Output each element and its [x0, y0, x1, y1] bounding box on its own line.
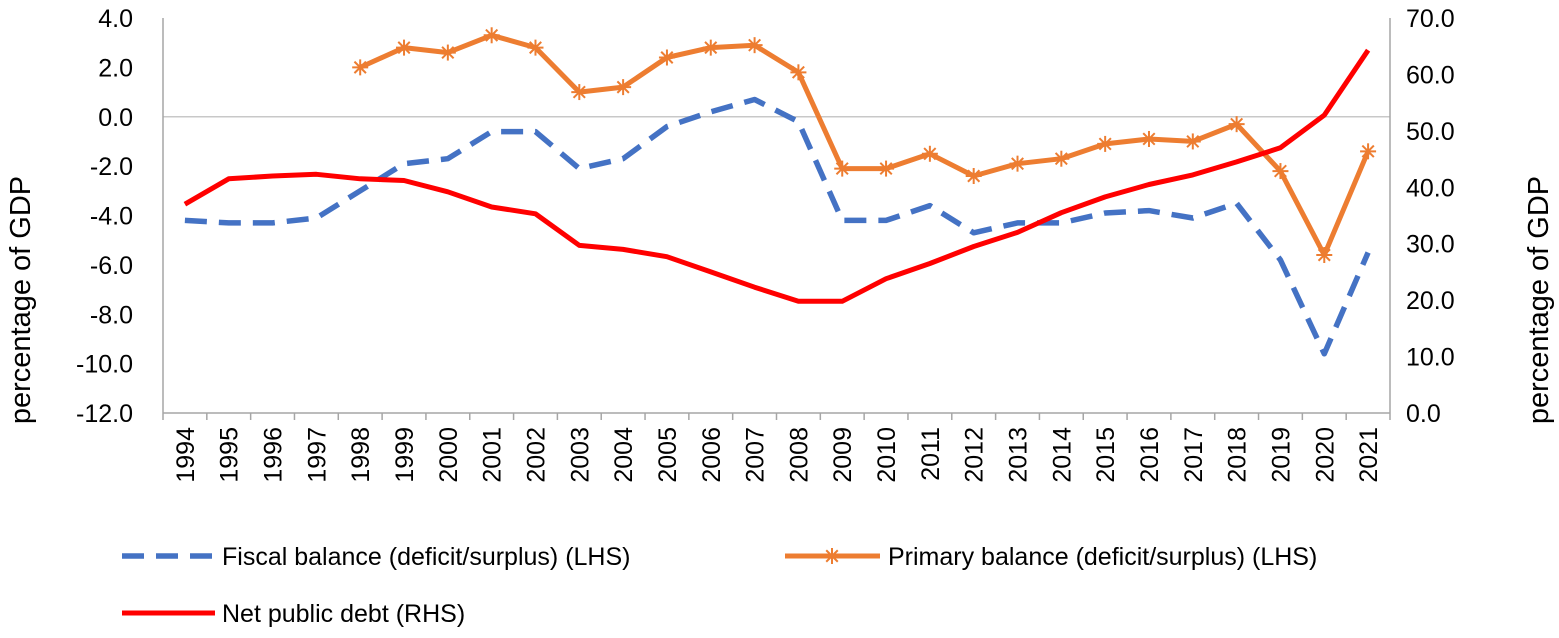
right-tick-label: 30.0 — [1406, 231, 1455, 259]
data-point-primary-balance — [396, 39, 413, 56]
x-tick-label: 2003 — [566, 427, 594, 483]
left-tick-label: -8.0 — [90, 301, 133, 329]
left-y-axis-ticks: 4.0 2.0 0.0 -2.0 -4.0 -6.0 -8.0 -10.0 -12.0 — [76, 5, 133, 428]
right-tick-label: 60.0 — [1406, 61, 1455, 89]
data-point-primary-balance — [790, 64, 807, 81]
x-tick-label: 2007 — [742, 427, 770, 483]
x-tick-label: 2017 — [1180, 427, 1208, 483]
data-point-primary-balance — [1053, 150, 1070, 167]
legend-marker-primary-balance — [824, 548, 840, 564]
right-axis-title: percentage of GDP — [1523, 176, 1555, 424]
legend-star-marker — [824, 548, 840, 564]
x-tick-label: 2004 — [610, 427, 638, 483]
series-line-fiscal-balance — [184, 96, 1371, 357]
x-tick-label: 2011 — [917, 427, 945, 481]
x-tick-label: 2018 — [1224, 427, 1252, 483]
legend-item-fiscal-balance: Fiscal balance (deficit/surplus) (LHS) — [122, 543, 630, 571]
x-tick-label: 2001 — [479, 427, 507, 483]
x-tick-label: 2021 — [1355, 427, 1383, 483]
series-line-primary-balance — [359, 32, 1371, 258]
x-tick-label: 1995 — [216, 427, 244, 483]
right-tick-label: 40.0 — [1406, 174, 1455, 202]
left-tick-label: -10.0 — [76, 351, 133, 379]
data-point-primary-balance — [965, 168, 982, 184]
data-point-primary-balance — [921, 145, 938, 162]
x-tick-label: 2008 — [785, 427, 813, 483]
left-tick-label: -2.0 — [90, 153, 133, 181]
data-point-primary-balance — [1184, 133, 1201, 150]
data-point-primary-balance — [746, 37, 763, 54]
left-axis-title: percentage of GDP — [5, 176, 37, 424]
data-point-primary-balance — [439, 44, 456, 61]
x-tick-label: 1994 — [172, 427, 200, 483]
x-tick-label: 2019 — [1267, 427, 1295, 483]
left-tick-label: 2.0 — [98, 54, 133, 82]
legend-item-primary-balance: Primary balance (deficit/surplus) (LHS) — [785, 543, 1317, 571]
legend-label-net-public-debt: Net public debt (RHS) — [222, 600, 465, 628]
data-point-primary-balance — [878, 160, 895, 177]
x-tick-label: 1999 — [391, 427, 419, 483]
x-tick-label: 2009 — [829, 427, 857, 483]
x-tick-label: 2012 — [961, 427, 989, 483]
left-tick-label: 0.0 — [98, 104, 133, 132]
x-tick-label: 1998 — [347, 427, 375, 483]
data-point-primary-balance — [483, 27, 500, 44]
legend-label-primary-balance: Primary balance (deficit/surplus) (LHS) — [888, 543, 1317, 571]
data-point-primary-balance — [1360, 143, 1377, 160]
data-point-primary-balance — [1097, 135, 1114, 152]
right-tick-label: 70.0 — [1406, 5, 1455, 33]
data-point-primary-balance — [834, 160, 851, 177]
left-tick-label: -4.0 — [90, 203, 133, 231]
data-point-primary-balance — [1009, 155, 1026, 172]
data-point-primary-balance — [1316, 247, 1333, 263]
right-tick-label: 50.0 — [1406, 118, 1455, 146]
data-point-primary-balance — [527, 39, 544, 56]
right-tick-label: 0.0 — [1406, 400, 1441, 428]
x-tick-label: 2006 — [698, 427, 726, 483]
data-point-primary-balance — [352, 59, 369, 76]
legend: Fiscal balance (deficit/surplus) (LHS) P… — [122, 543, 1317, 628]
data-point-primary-balance — [702, 39, 719, 56]
x-tick-label: 2020 — [1311, 427, 1339, 483]
legend-item-net-public-debt: Net public debt (RHS) — [122, 600, 465, 628]
x-tick-label: 2010 — [873, 427, 901, 483]
data-point-primary-balance — [1140, 130, 1157, 147]
x-tick-label: 2002 — [522, 427, 550, 483]
right-tick-label: 20.0 — [1406, 287, 1455, 315]
x-tick-label: 2016 — [1136, 427, 1164, 483]
data-point-primary-balance — [658, 49, 675, 66]
right-tick-label: 10.0 — [1406, 344, 1455, 372]
x-axis-ticks: 1994 1995 1996 1997 1998 1999 2000 2001 2002 2003… — [172, 427, 1383, 483]
left-tick-label: -6.0 — [90, 252, 133, 280]
x-tick-label: 2014 — [1048, 427, 1076, 483]
legend-label-fiscal-balance: Fiscal balance (deficit/surplus) (LHS) — [222, 543, 630, 571]
data-point-primary-balance — [1272, 163, 1289, 180]
axes — [162, 18, 1391, 420]
data-point-primary-balance — [615, 79, 632, 96]
x-tick-label: 2000 — [435, 427, 463, 483]
x-tick-label: 2013 — [1005, 427, 1033, 483]
x-tick-label: 2005 — [654, 427, 682, 483]
data-point-primary-balance — [1228, 116, 1245, 133]
x-tick-label: 1996 — [260, 427, 288, 483]
left-tick-label: -12.0 — [76, 400, 133, 428]
x-tick-label: 1997 — [303, 427, 331, 483]
data-point-primary-balance — [571, 84, 588, 101]
x-tick-label: 2015 — [1092, 427, 1120, 483]
left-tick-label: 4.0 — [98, 5, 133, 33]
right-y-axis-ticks: 70.0 60.0 50.0 40.0 30.0 20.0 10.0 0.0 — [1406, 5, 1455, 428]
series-line-net-public-debt — [183, 48, 1371, 304]
series — [183, 27, 1377, 357]
